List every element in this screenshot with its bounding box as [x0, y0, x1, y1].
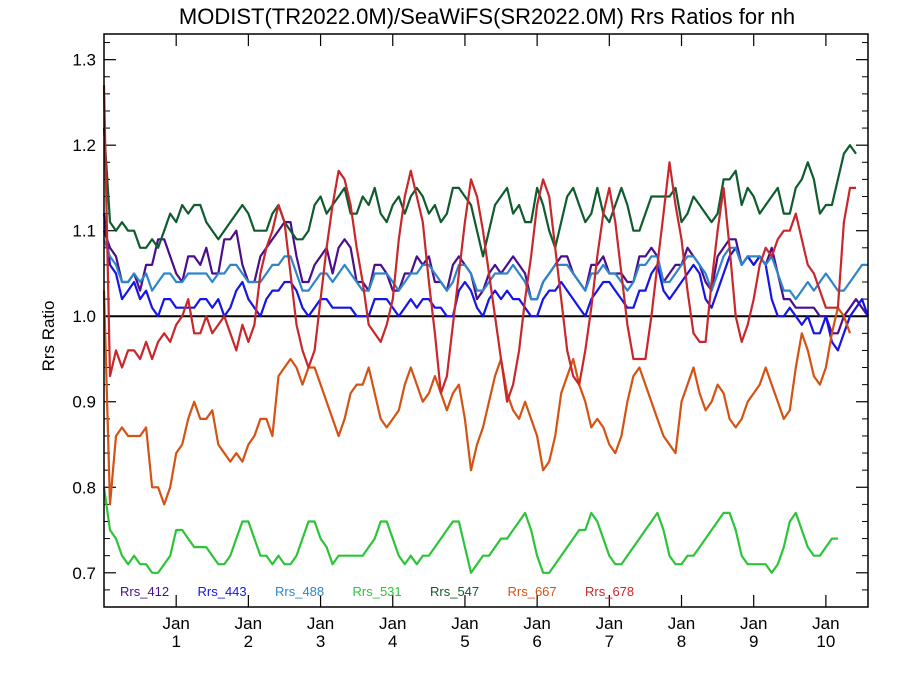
x-tick-year-label: 6 — [532, 632, 541, 651]
x-tick-month-label: Jan — [235, 614, 262, 633]
x-tick-year-label: 10 — [816, 632, 835, 651]
x-tick-year-label: 1 — [171, 632, 180, 651]
y-tick-label: 1.0 — [72, 307, 96, 326]
series-line-rrs-678 — [102, 85, 856, 403]
x-tick-year-label: 2 — [244, 632, 253, 651]
legend-entry-rrs-443: Rrs_443 — [198, 584, 247, 599]
x-tick-year-label: 3 — [316, 632, 325, 651]
x-tick-month-label: Jan — [668, 614, 695, 633]
y-tick-label: 0.7 — [72, 564, 96, 583]
x-tick-year-label: 7 — [605, 632, 614, 651]
x-tick-month-label: Jan — [596, 614, 623, 633]
legend-entry-rrs-547: Rrs_547 — [430, 584, 479, 599]
x-tick-year-label: 4 — [388, 632, 397, 651]
legend-entry-rrs-678: Rrs_678 — [585, 584, 634, 599]
y-tick-label: 1.2 — [72, 136, 96, 155]
x-tick-year-label: 9 — [749, 632, 758, 651]
plot-area: 0.70.80.91.01.11.21.3Jan1Jan2Jan3Jan4Jan… — [72, 34, 870, 651]
x-tick-year-label: 5 — [460, 632, 469, 651]
x-tick-year-label: 8 — [677, 632, 686, 651]
series-line-rrs-667 — [102, 290, 852, 506]
chart-title: MODIST(TR2022.0M)/SeaWiFS(SR2022.0M) Rrs… — [179, 4, 795, 29]
y-tick-label: 1.1 — [72, 222, 96, 241]
legend-entry-rrs-488: Rrs_488 — [275, 584, 324, 599]
series-line-rrs-531 — [102, 487, 838, 574]
x-tick-month-label: Jan — [379, 614, 406, 633]
series-line-rrs-488 — [102, 238, 868, 301]
y-tick-label: 0.9 — [72, 393, 96, 412]
legend-entry-rrs-531: Rrs_531 — [353, 584, 402, 599]
x-tick-month-label: Jan — [451, 614, 478, 633]
legend-entry-rrs-667: Rrs_667 — [508, 584, 557, 599]
y-tick-label: 1.3 — [72, 51, 96, 70]
y-tick-label: 0.8 — [72, 478, 96, 497]
plot-frame — [103, 33, 869, 608]
x-tick-month-label: Jan — [523, 614, 550, 633]
y-axis-label: Rrs Ratio — [39, 301, 58, 372]
legend-entry-rrs-412: Rrs_412 — [120, 584, 169, 599]
x-tick-month-label: Jan — [812, 614, 839, 633]
series-line-rrs-547 — [102, 128, 857, 258]
x-tick-month-label: Jan — [740, 614, 767, 633]
x-tick-month-label: Jan — [162, 614, 189, 633]
x-tick-month-label: Jan — [307, 614, 334, 633]
